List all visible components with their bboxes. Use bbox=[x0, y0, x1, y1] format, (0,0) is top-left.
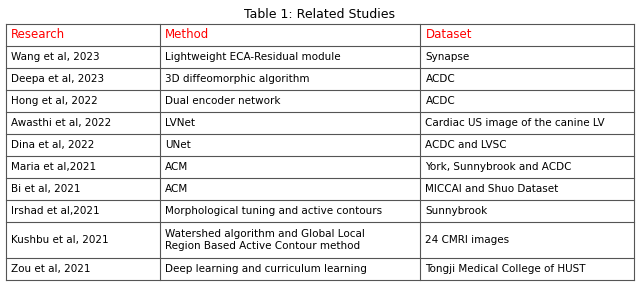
Text: Deep learning and curriculum learning: Deep learning and curriculum learning bbox=[165, 264, 367, 274]
Text: Bi et al, 2021: Bi et al, 2021 bbox=[11, 184, 81, 194]
Text: Cardiac US image of the canine LV: Cardiac US image of the canine LV bbox=[426, 118, 605, 128]
Text: Zou et al, 2021: Zou et al, 2021 bbox=[11, 264, 90, 274]
Text: Dual encoder network: Dual encoder network bbox=[165, 96, 280, 106]
Bar bbox=[6, 24, 634, 280]
Text: 3D diffeomorphic algorithm: 3D diffeomorphic algorithm bbox=[165, 74, 309, 84]
Text: Hong et al, 2022: Hong et al, 2022 bbox=[11, 96, 98, 106]
Text: Kushbu et al, 2021: Kushbu et al, 2021 bbox=[11, 235, 109, 245]
Text: LVNet: LVNet bbox=[165, 118, 195, 128]
Text: Table 1: Related Studies: Table 1: Related Studies bbox=[244, 7, 396, 20]
Text: ACM: ACM bbox=[165, 184, 188, 194]
Text: ACDC and LVSC: ACDC and LVSC bbox=[426, 140, 507, 150]
Text: Tongji Medical College of HUST: Tongji Medical College of HUST bbox=[426, 264, 586, 274]
Text: Dina et al, 2022: Dina et al, 2022 bbox=[11, 140, 94, 150]
Text: Research: Research bbox=[11, 29, 65, 41]
Text: ACDC: ACDC bbox=[426, 74, 455, 84]
Text: Synapse: Synapse bbox=[426, 52, 470, 62]
Text: ACM: ACM bbox=[165, 162, 188, 172]
Text: Maria et al,2021: Maria et al,2021 bbox=[11, 162, 96, 172]
Text: Sunnybrook: Sunnybrook bbox=[426, 206, 488, 216]
Text: York, Sunnybrook and ACDC: York, Sunnybrook and ACDC bbox=[426, 162, 572, 172]
Text: Deepa et al, 2023: Deepa et al, 2023 bbox=[11, 74, 104, 84]
Text: MICCAI and Shuo Dataset: MICCAI and Shuo Dataset bbox=[426, 184, 559, 194]
Text: Method: Method bbox=[165, 29, 209, 41]
Text: Wang et al, 2023: Wang et al, 2023 bbox=[11, 52, 100, 62]
Text: Dataset: Dataset bbox=[426, 29, 472, 41]
Text: UNet: UNet bbox=[165, 140, 191, 150]
Text: Awasthi et al, 2022: Awasthi et al, 2022 bbox=[11, 118, 111, 128]
Text: ACDC: ACDC bbox=[426, 96, 455, 106]
Text: 24 CMRI images: 24 CMRI images bbox=[426, 235, 509, 245]
Text: Morphological tuning and active contours: Morphological tuning and active contours bbox=[165, 206, 382, 216]
Text: Watershed algorithm and Global Local
Region Based Active Contour method: Watershed algorithm and Global Local Reg… bbox=[165, 229, 365, 251]
Text: Irshad et al,2021: Irshad et al,2021 bbox=[11, 206, 100, 216]
Text: Lightweight ECA-Residual module: Lightweight ECA-Residual module bbox=[165, 52, 340, 62]
